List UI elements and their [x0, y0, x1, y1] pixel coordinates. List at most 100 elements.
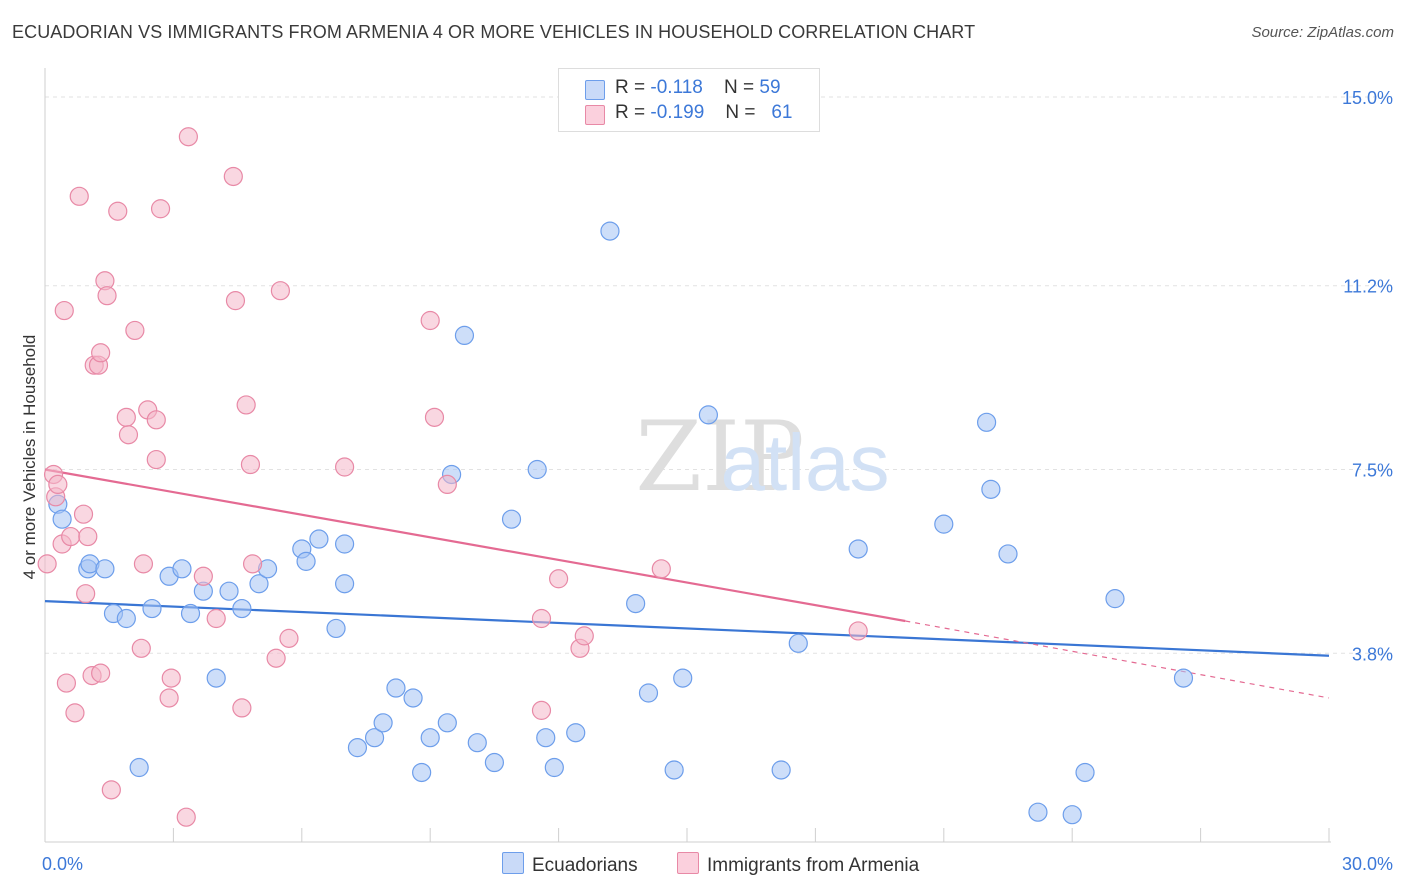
y-tick-label: 7.5%: [1352, 461, 1393, 481]
data-point: [116, 407, 136, 427]
data-point: [347, 738, 368, 758]
data-point: [934, 514, 954, 534]
r-label: R =: [615, 102, 646, 123]
x-tick-label: 30.0%: [1342, 854, 1393, 874]
data-point: [412, 762, 432, 783]
data-point: [266, 648, 286, 668]
data-point: [848, 539, 868, 559]
data-point: [1028, 802, 1048, 822]
data-point: [52, 509, 72, 529]
data-point: [54, 300, 74, 321]
data-point: [403, 688, 423, 708]
data-point: [420, 728, 440, 748]
data-point: [65, 703, 85, 723]
data-point: [1105, 589, 1125, 609]
data-point: [309, 529, 329, 549]
watermark-atlas: atlas: [721, 418, 890, 507]
data-point: [219, 581, 239, 601]
data-point: [270, 281, 290, 301]
data-point: [150, 199, 171, 219]
data-point: [206, 668, 226, 688]
data-point: [566, 723, 586, 743]
data-point: [232, 598, 252, 619]
data-point: [335, 457, 355, 477]
data-point: [56, 673, 77, 693]
stats-legend: R = -0.118 N = 59 R = -0.199 N = 61: [558, 68, 820, 132]
data-point: [206, 608, 226, 629]
data-point: [97, 286, 117, 306]
data-point: [373, 713, 393, 733]
y-tick-labels: 15.0% 11.2% 7.5% 3.8%: [1342, 88, 1393, 664]
data-point: [37, 554, 57, 574]
data-point: [976, 412, 997, 432]
legend-swatch: [502, 852, 524, 874]
data-point: [1062, 805, 1082, 825]
y-tick-label: 15.0%: [1342, 88, 1393, 108]
data-point: [548, 569, 569, 589]
data-point: [527, 459, 547, 480]
data-point: [146, 410, 166, 430]
n-value: 59: [759, 77, 781, 98]
series-armenia: [37, 127, 868, 827]
data-point: [638, 683, 659, 703]
data-point: [364, 728, 385, 748]
data-point: [848, 621, 868, 641]
n-label: N =: [723, 77, 755, 98]
data-point: [531, 700, 552, 720]
data-point: [146, 449, 166, 470]
data-point: [531, 608, 552, 629]
data-point: [544, 757, 564, 778]
data-point: [1173, 668, 1194, 688]
axes: [44, 68, 1331, 843]
data-point: [133, 554, 154, 574]
y-tick-label: 3.8%: [1352, 644, 1393, 664]
data-point: [1075, 762, 1095, 783]
data-point: [536, 728, 556, 748]
legend-item-armenia: Immigrants from Armenia: [677, 852, 919, 877]
r-value: -0.118: [650, 77, 703, 98]
legend-label: Immigrants from Armenia: [707, 855, 920, 876]
data-point: [673, 668, 693, 688]
data-point: [161, 668, 181, 688]
data-point: [61, 526, 81, 547]
chart-title: ECUADORIAN VS IMMIGRANTS FROM ARMENIA 4 …: [12, 22, 976, 42]
watermark-zip: ZIP: [635, 401, 804, 513]
data-point: [771, 760, 791, 780]
data-point: [193, 566, 213, 586]
data-point: [420, 310, 440, 331]
source-label: Source: ZipAtlas.com: [1251, 24, 1394, 41]
data-point: [467, 733, 487, 753]
data-point: [178, 127, 198, 147]
data-point: [223, 166, 243, 187]
data-point: [698, 405, 719, 425]
data-point: [125, 320, 145, 341]
data-point: [91, 663, 111, 683]
ecuadorians-swatch: [585, 80, 605, 100]
trend-line-extension: [905, 620, 1330, 699]
data-point: [326, 618, 346, 639]
data-point: [95, 559, 115, 579]
armenia-swatch: [585, 105, 605, 125]
n-label: N =: [725, 102, 756, 123]
r-label: R =: [615, 77, 646, 98]
n-value: 61: [771, 102, 793, 123]
x-tick-labels: 0.0% 30.0%: [42, 854, 1393, 874]
data-point: [118, 425, 139, 445]
trend-line: [44, 468, 906, 623]
data-point: [664, 760, 684, 780]
data-points: [37, 127, 1194, 827]
trend-lines: [44, 468, 1330, 699]
data-point: [129, 757, 149, 778]
data-point: [225, 291, 246, 311]
data-point: [232, 698, 252, 718]
data-point: [236, 395, 256, 415]
legend-swatch: [677, 852, 699, 874]
legend-label: Ecuadorians: [532, 855, 638, 876]
data-point: [437, 474, 457, 494]
data-point: [600, 221, 620, 241]
data-point: [574, 626, 594, 646]
data-point: [48, 474, 68, 494]
x-tick-label: 0.0%: [42, 854, 83, 874]
data-point: [142, 598, 162, 619]
